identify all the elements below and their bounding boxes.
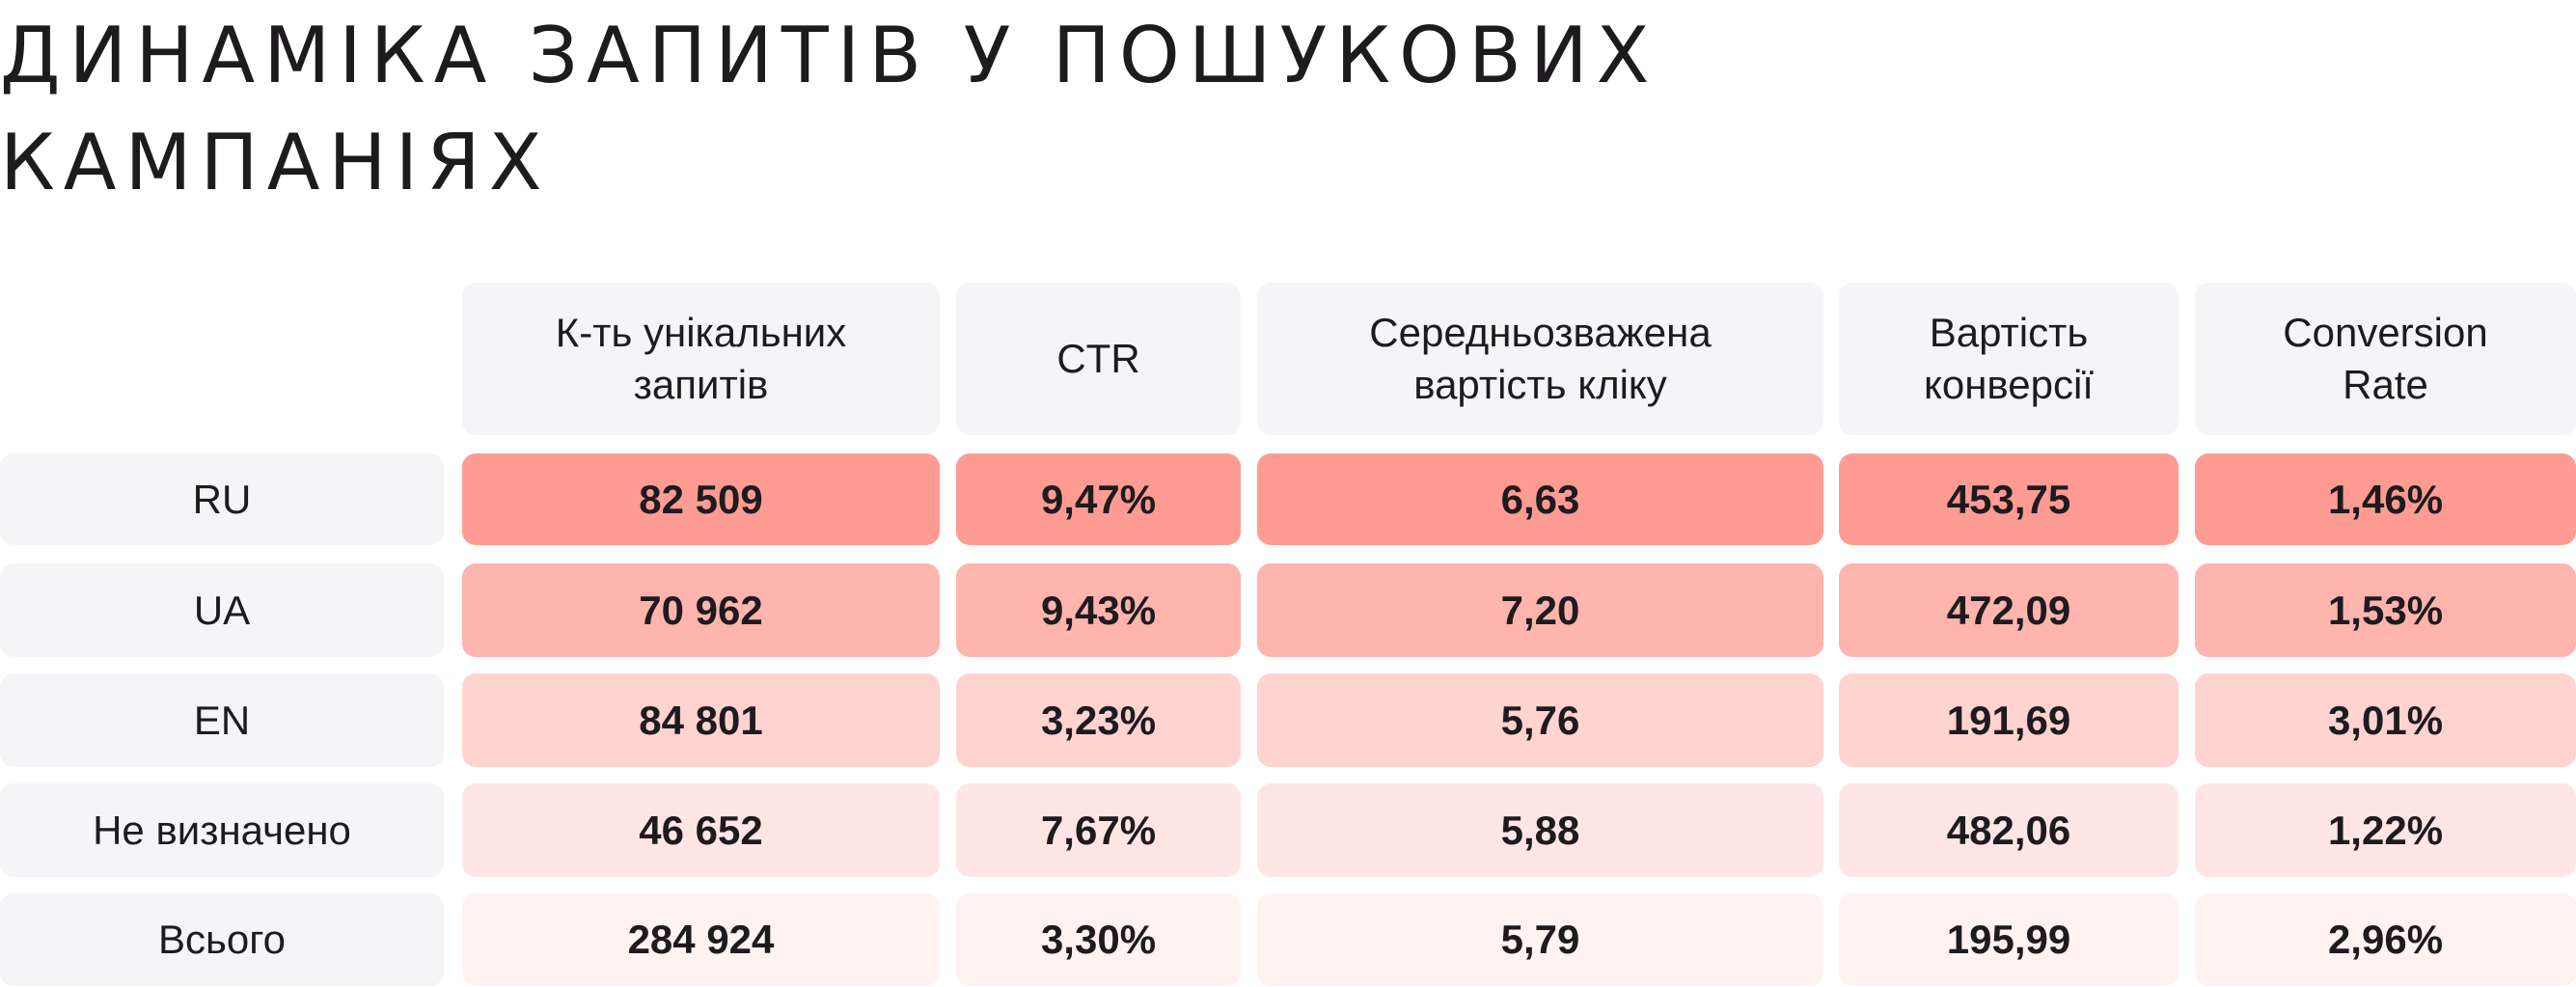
value-cell: 9,47%	[956, 453, 1241, 545]
value-cell: 191,69	[1839, 673, 2179, 767]
value-cell: 84 801	[462, 673, 940, 767]
value-cell: 6,63	[1257, 453, 1823, 545]
value-cell: 453,75	[1839, 453, 2179, 545]
value-cell: 472,09	[1839, 563, 2179, 657]
value-cell: 9,43%	[956, 563, 1241, 657]
value-cell: 5,76	[1257, 673, 1823, 767]
value-cell: 1,46%	[2195, 453, 2576, 545]
value-cell: 3,30%	[956, 893, 1241, 986]
header-text: CTR	[1056, 336, 1140, 381]
value-cell: 3,23%	[956, 673, 1241, 767]
header-text: Conversion	[2283, 310, 2488, 355]
value-cell: 5,79	[1257, 893, 1823, 986]
header-text: К-ть унікальних	[555, 310, 847, 355]
value-cell: 3,01%	[2195, 673, 2576, 767]
title: ДИНАМІКА ЗАПИТІВ У ПОШУКОВИХ КАМПАНІЯХ	[0, 2, 1658, 216]
value-cell: 482,06	[1839, 783, 2179, 877]
value-cell: 1,53%	[2195, 563, 2576, 657]
header-text: вартість кліку	[1413, 362, 1667, 407]
header-text: Вартість	[1929, 310, 2089, 355]
header-cell: Вартість конверсії	[1839, 283, 2179, 435]
header-text: Rate	[2343, 362, 2428, 407]
row-label: RU	[0, 453, 444, 545]
title-line: КАМПАНІЯХ	[0, 118, 551, 207]
row-label: Не визначено	[0, 783, 444, 877]
row-label: UA	[0, 563, 444, 657]
row-label: Всього	[0, 893, 444, 986]
header-cell: К-ть унікальних запитів	[462, 283, 940, 435]
value-cell: 7,67%	[956, 783, 1241, 877]
row-label: EN	[0, 673, 444, 767]
header-cell: Conversion Rate	[2195, 283, 2576, 435]
value-cell: 7,20	[1257, 563, 1823, 657]
header-text: конверсії	[1924, 362, 2094, 407]
value-cell: 2,96%	[2195, 893, 2576, 986]
header-cell: CTR	[956, 283, 1241, 435]
value-cell: 1,22%	[2195, 783, 2576, 877]
title-line: ДИНАМІКА ЗАПИТІВ У ПОШУКОВИХ	[0, 11, 1658, 100]
value-cell: 284 924	[462, 893, 940, 986]
header-text: запитів	[633, 362, 769, 407]
value-cell: 5,88	[1257, 783, 1823, 877]
value-cell: 195,99	[1839, 893, 2179, 986]
value-cell: 46 652	[462, 783, 940, 877]
value-cell: 70 962	[462, 563, 940, 657]
header-text: Середньозважена	[1369, 310, 1712, 355]
value-cell: 82 509	[462, 453, 940, 545]
header-cell: Середньозважена вартість кліку	[1257, 283, 1823, 435]
